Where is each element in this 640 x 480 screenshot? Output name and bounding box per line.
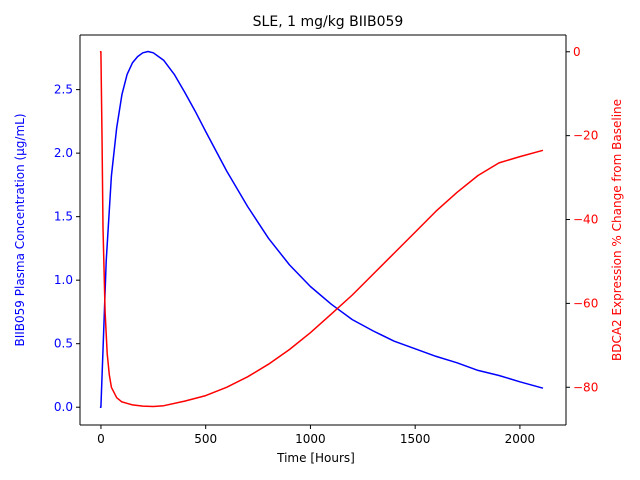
left-tick-label: 1.5 (54, 210, 73, 224)
left-axis-ticks: 0.0 0.5 1.0 1.5 2.0 2.5 (54, 83, 80, 414)
left-tick-label: 1.0 (54, 273, 73, 287)
left-tick-label: 0.5 (54, 337, 73, 351)
chart-title: SLE, 1 mg/kg BIIB059 (253, 14, 404, 30)
right-tick-label: −20 (573, 129, 598, 143)
right-tick-label: −40 (573, 213, 598, 227)
left-tick-label: 2.5 (54, 83, 73, 97)
bdca2-expression-line (99, 51, 544, 408)
right-axis-label: BDCA2 Expression % Change from Baseline (610, 99, 624, 361)
x-axis-label: Time [Hours] (276, 451, 355, 465)
biib059-concentration-line (99, 50, 544, 408)
x-tick-label: 0 (97, 432, 105, 446)
x-tick-label: 1000 (295, 432, 326, 446)
x-tick-label: 2000 (505, 432, 536, 446)
right-axis-ticks: 0 −20 −40 −60 −80 (566, 45, 598, 394)
left-axis-label: BIIB059 Plasma Concentration (µg/mL) (13, 113, 27, 346)
right-tick-label: −80 (573, 380, 598, 394)
right-tick-label: 0 (573, 45, 581, 59)
left-tick-label: 0.0 (54, 400, 73, 414)
plot-lines (99, 50, 544, 408)
right-tick-label: −60 (573, 296, 598, 310)
x-axis-ticks: 0 500 1000 1500 2000 (97, 425, 535, 446)
x-tick-label: 1500 (400, 432, 431, 446)
left-tick-label: 2.0 (54, 146, 73, 160)
x-tick-label: 500 (194, 432, 217, 446)
